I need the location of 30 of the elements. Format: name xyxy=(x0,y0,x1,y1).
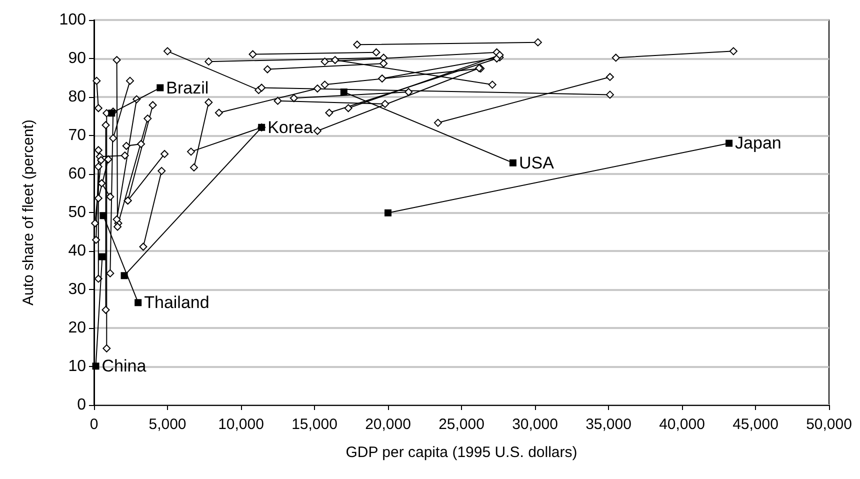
y-tick-label: 100 xyxy=(59,12,86,28)
y-tick-label: 90 xyxy=(68,50,86,67)
series-label: USA xyxy=(518,153,555,172)
x-tick-label: 15,000 xyxy=(292,416,338,433)
series-label: China xyxy=(102,356,147,376)
series-label: Thailand xyxy=(144,293,210,312)
x-tick-label: 40,000 xyxy=(659,416,705,433)
y-tick-label: 50 xyxy=(68,204,86,221)
x-axis-title: GDP per capita (1995 U.S. dollars) xyxy=(346,444,578,461)
x-tick-label: 25,000 xyxy=(438,416,484,433)
y-tick-label: 40 xyxy=(68,242,86,260)
y-tick-label: 20 xyxy=(68,320,86,336)
x-tick-label: 35,000 xyxy=(586,416,632,433)
x-tick-label: 0 xyxy=(90,416,98,433)
x-tick-label: 45,000 xyxy=(732,416,778,433)
x-tick-label: 30,000 xyxy=(512,416,558,433)
y-axis-title: Auto share of fleet (percent) xyxy=(20,120,37,306)
y-tick-label: 60 xyxy=(68,166,86,182)
x-tick-label: 50,000 xyxy=(806,416,852,433)
x-tick-label: 20,000 xyxy=(365,416,411,433)
y-tick-label: 80 xyxy=(68,88,86,106)
series-label: Japan xyxy=(735,134,782,153)
x-tick-label: 10,000 xyxy=(218,416,264,433)
y-tick-label: 10 xyxy=(68,358,86,375)
y-tick-label: 70 xyxy=(68,127,86,144)
series-label: Brazil xyxy=(166,78,209,98)
series-label: Korea xyxy=(268,118,314,137)
y-tick-label: 30 xyxy=(68,281,86,298)
y-tick-label: 0 xyxy=(77,396,86,414)
x-tick-label: 5,000 xyxy=(148,416,186,433)
